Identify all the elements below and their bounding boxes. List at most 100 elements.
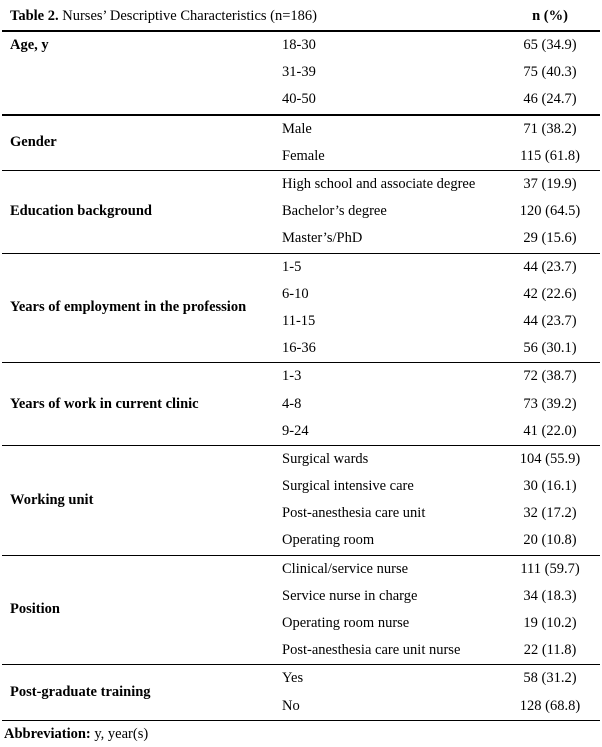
category-rows: High school and associate degree 37 (19.9… [274,171,600,253]
row-item-label: Surgical wards [282,450,369,467]
table-row: Post-anesthesia care unit nurse 22 (11.8) [274,637,600,664]
row-item-label: High school and associate degree [282,176,476,193]
row-n-percent-value: 71 (38.2) [523,120,577,137]
table-row: 16-36 56 (30.1) [274,335,600,362]
row-item-label: 4-8 [282,395,302,412]
table-row: 31-39 75 (40.3) [274,59,600,86]
table-row: Surgical wards 104 (55.9) [274,446,600,473]
table-row: 1-3 72 (38.7) [274,363,600,390]
row-item-label: 18-30 [282,37,316,54]
abbreviation-note: Abbreviation: y, year(s) [2,721,600,743]
table-title-text: Nurses’ Descriptive Characteristics (n=1… [58,7,317,24]
category-cell: Working unit [2,446,274,555]
row-item-label: 11-15 [282,312,316,329]
table-title: Table 2. Nurses’ Descriptive Characteris… [2,8,500,25]
table-row: Yes 58 (31.2) [274,665,600,692]
row-n-percent-value: 44 (23.7) [523,258,577,275]
category-cell: Age, y [2,32,274,114]
table-row: Operating room 20 (10.8) [274,527,600,554]
row-n-percent-value: 115 (61.8) [520,147,580,164]
row-n-percent-value: 37 (19.9) [523,176,577,193]
section-education-background: Education background High school and asso… [2,171,600,254]
table-row: Operating room nurse 19 (10.2) [274,610,600,637]
table-row: Clinical/service nurse 111 (59.7) [274,556,600,583]
row-item-label: Surgical intensive care [282,478,414,495]
row-n-percent-value: 104 (55.9) [519,450,581,467]
row-item-label: 1-3 [282,368,302,385]
category-label: Gender [10,134,57,151]
row-n-percent-value: 111 (59.7) [520,560,580,577]
table-row: 40-50 46 (24.7) [274,86,600,113]
row-item-label: Male [282,120,312,137]
table-row: Bachelor’s degree 120 (64.5) [274,198,600,225]
row-item-label: Operating room nurse [282,615,410,632]
category-cell: Position [2,556,274,665]
row-n-percent-value: 22 (11.8) [523,642,577,659]
column-header-n-percent: n (%) [532,7,568,24]
category-cell: Years of employment in the profession [2,254,274,363]
row-n-percent-value: 41 (22.0) [523,422,577,439]
row-item-label: 1-5 [282,258,302,275]
row-n-percent-value: 44 (23.7) [523,312,577,329]
row-item-label: 40-50 [282,91,316,108]
section-gender: Gender Male 71 (38.2) Female 115 (61.8) [2,116,600,171]
row-n-percent-value: 19 (10.2) [523,615,577,632]
row-n-percent-value: 32 (17.2) [523,505,577,522]
row-item-label: Yes [282,670,304,687]
category-cell: Education background [2,171,274,253]
row-n-percent-value: 65 (34.9) [523,37,577,54]
table-row: Female 115 (61.8) [274,143,600,170]
section-position: Position Clinical/service nurse 111 (59.7)… [2,556,600,666]
table-number-label: Table 2. [10,7,59,24]
table-row: Service nurse in charge 34 (18.3) [274,583,600,610]
table-row: 18-30 65 (34.9) [274,32,600,59]
category-rows: 1-5 44 (23.7) 6-10 42 (22.6) 11-15 44 (23.7) 1… [274,254,600,363]
row-item-label: Operating room [282,532,375,549]
table-row: Master’s/PhD 29 (15.6) [274,225,600,252]
row-n-percent-value: 73 (39.2) [523,395,577,412]
row-item-label: Post-anesthesia care unit nurse [282,642,461,659]
row-item-label: 6-10 [282,285,309,302]
row-item-label: Bachelor’s degree [282,203,387,220]
category-label: Age, y [10,37,49,54]
category-label: Education background [10,203,152,220]
table-header-row: Table 2. Nurses’ Descriptive Characteris… [2,2,600,32]
category-label: Working unit [10,491,94,508]
row-n-percent-value: 128 (68.8) [519,697,581,714]
row-n-percent-value: 46 (24.7) [523,91,577,108]
descriptive-characteristics-table: Table 2. Nurses’ Descriptive Characteris… [2,2,600,721]
category-cell: Post-graduate training [2,665,274,719]
category-rows: 18-30 65 (34.9) 31-39 75 (40.3) 40-50 46 (24.… [274,32,600,114]
table-row: 11-15 44 (23.7) [274,308,600,335]
section-working-unit: Working unit Surgical wards 104 (55.9) Surg… [2,446,600,556]
section-years-of-employment-in-the-profession: Years of employment in the profession 1-5… [2,254,600,364]
row-n-percent-value: 120 (64.5) [519,203,581,220]
row-item-label: Service nurse in charge [282,587,418,604]
row-n-percent-value: 56 (30.1) [523,340,577,357]
category-rows: Clinical/service nurse 111 (59.7) Service … [274,556,600,665]
table-row: 6-10 42 (22.6) [274,281,600,308]
category-rows: Male 71 (38.2) Female 115 (61.8) [274,116,600,170]
row-item-label: 16-36 [282,340,316,357]
row-n-percent-value: 20 (10.8) [523,532,577,549]
row-item-label: Post-anesthesia care unit [282,505,426,522]
table-row: High school and associate degree 37 (19.9… [274,171,600,198]
row-n-percent-value: 75 (40.3) [523,64,577,81]
section-post-graduate-training: Post-graduate training Yes 58 (31.2) No 128 … [2,665,600,721]
table-row: Post-anesthesia care unit 32 (17.2) [274,500,600,527]
row-n-percent-value: 42 (22.6) [523,285,577,302]
category-rows: 1-3 72 (38.7) 4-8 73 (39.2) 9-24 41 (22.0) [274,363,600,445]
table-row: 9-24 41 (22.0) [274,418,600,445]
table-row: Surgical intensive care 30 (16.1) [274,473,600,500]
table-row: No 128 (68.8) [274,693,600,720]
section-years-of-work-in-current-clinic: Years of work in current clinic 1-3 72 (38… [2,363,600,446]
row-item-label: Clinical/service nurse [282,560,409,577]
row-n-percent-value: 34 (18.3) [523,587,577,604]
abbreviation-text: y, year(s) [90,725,149,742]
category-label: Years of work in current clinic [10,395,199,412]
category-cell: Years of work in current clinic [2,363,274,445]
table-row: 4-8 73 (39.2) [274,390,600,417]
category-label: Years of employment in the profession [10,299,247,316]
category-cell: Gender [2,116,274,170]
